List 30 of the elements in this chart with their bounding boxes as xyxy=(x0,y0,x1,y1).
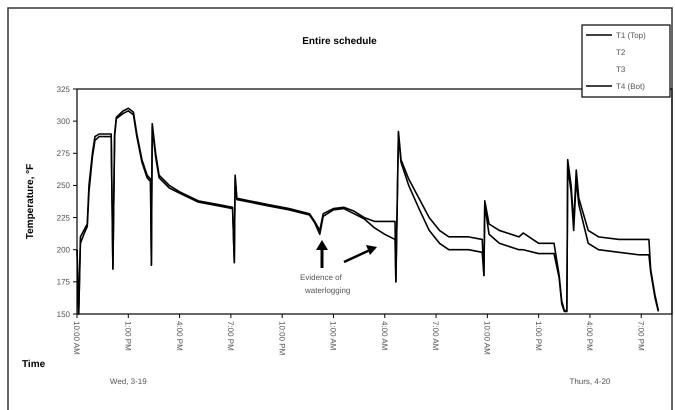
y-tick-label: 300 xyxy=(56,116,71,126)
text: Thurs, 4-20 xyxy=(569,377,611,386)
legend-label: T1 (Top) xyxy=(616,30,646,40)
chart-title: Entire schedule xyxy=(302,36,378,47)
y-axis-title: Temperature, °F xyxy=(25,164,36,240)
text: T3 xyxy=(616,64,626,74)
y-tick-label: 275 xyxy=(56,149,71,158)
text: T2 xyxy=(616,48,626,57)
x-tick-label: 4:00 PM xyxy=(585,321,594,352)
x-tick-label: 4:00 PM xyxy=(174,321,184,352)
y-tick-label: 200 xyxy=(56,246,71,255)
x-tick-label: 1:00 PM xyxy=(123,321,132,352)
x-tick-label: 7:00 PM xyxy=(226,321,236,352)
x-tick-label: 10:00 AM xyxy=(72,321,82,356)
y-tick-label: 250 xyxy=(56,181,71,190)
y-tick-label: 225 xyxy=(56,213,71,222)
text: Wed, 3-19 xyxy=(110,377,148,386)
y-tick-label: 150 xyxy=(56,310,71,319)
annotation: Evidence of waterlogging xyxy=(300,273,350,295)
legend-label: T4 (Bot) xyxy=(616,82,646,91)
x-tick-label: 4:00 AM xyxy=(380,321,389,351)
x-tick-label: 7:00 PM xyxy=(636,321,646,352)
y-tick-label: 175 xyxy=(56,278,71,287)
x-tick-label: 1:00 PM xyxy=(534,321,543,352)
x-axis-title: Time xyxy=(22,359,46,370)
y-tick-label: 325 xyxy=(56,84,71,94)
x-tick-label: 10:00 AM xyxy=(482,321,492,356)
x-tick-label: 7:00 AM xyxy=(431,321,440,351)
x-tick-label: 10:00 PM xyxy=(277,321,286,356)
x-tick-label: 1:00 AM xyxy=(328,321,338,351)
